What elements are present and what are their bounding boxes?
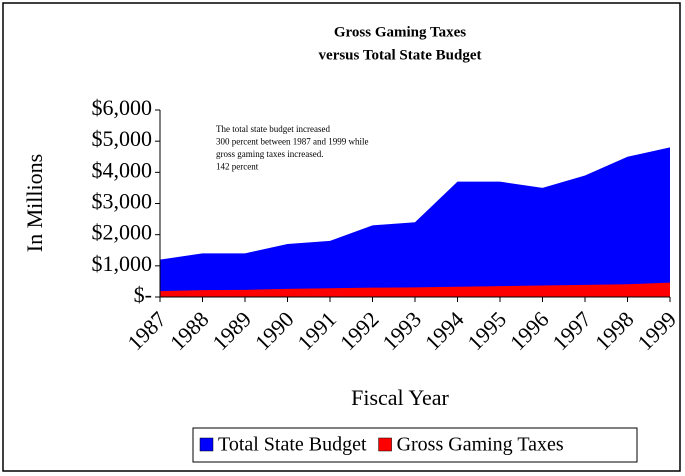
legend bbox=[192, 427, 638, 463]
y-tick-label: $2,000 bbox=[92, 220, 153, 245]
y-tick-label: $6,000 bbox=[92, 95, 153, 120]
y-axis-label: In Millions bbox=[22, 154, 47, 252]
area bbox=[160, 282, 670, 297]
legend-swatch bbox=[199, 437, 214, 452]
y-tick-label: $5,000 bbox=[92, 126, 153, 151]
y-tick-label: $4,000 bbox=[92, 157, 153, 182]
chart-title: Gross Gaming Taxes bbox=[334, 24, 466, 40]
legend-label: Gross Gaming Taxes bbox=[397, 434, 564, 456]
legend-swatch bbox=[378, 437, 392, 452]
y-tick-label: $3,000 bbox=[92, 189, 153, 214]
chart-subtitle: versus Total State Budget bbox=[319, 47, 482, 63]
y-tick-label: $- bbox=[134, 282, 152, 307]
legend-label: Total State Budget bbox=[218, 434, 367, 456]
annotation: The total state budget increased bbox=[216, 124, 330, 134]
annotation: 300 percent between 1987 and 1999 while bbox=[216, 137, 368, 147]
annotation: gross gaming taxes increased. bbox=[216, 149, 323, 159]
y-tick-label: $1,000 bbox=[92, 251, 153, 276]
annotation: 142 percent bbox=[216, 162, 259, 172]
x-axis-label: Fiscal Year bbox=[351, 385, 449, 410]
area bbox=[160, 147, 670, 297]
